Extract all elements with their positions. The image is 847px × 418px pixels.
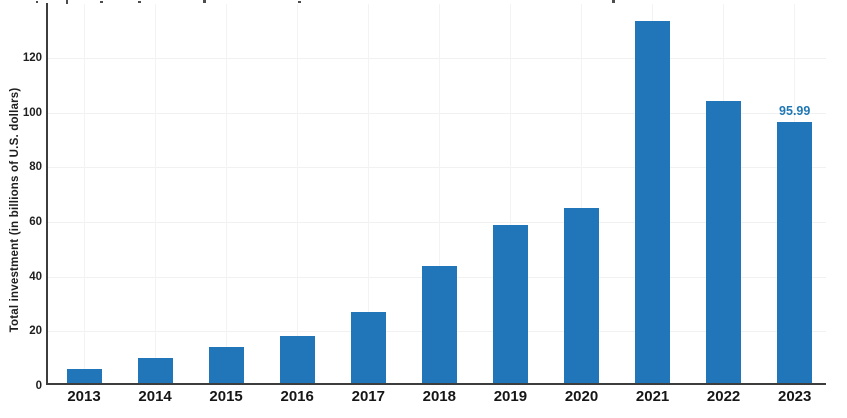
y-axis-title: Total investment (in billions of U.S. do…	[9, 87, 21, 333]
bar-2022	[706, 101, 742, 384]
bar-2023	[777, 122, 813, 384]
x-tick-label: 2013	[67, 388, 101, 405]
bar-2014	[137, 357, 173, 384]
clipped-title-fragment	[66, 0, 68, 4]
horizontal-gridline	[48, 112, 826, 114]
vertical-gridline	[581, 4, 582, 383]
y-tick-label: 80	[29, 161, 42, 174]
bar-2013	[66, 369, 102, 384]
bar-2016	[279, 336, 315, 384]
bar-2015	[208, 346, 244, 384]
y-tick-label: 120	[22, 52, 42, 65]
vertical-gridline	[296, 4, 298, 383]
bar-2017	[350, 311, 386, 384]
bar-2020	[564, 208, 599, 384]
vertical-gridline	[509, 4, 511, 383]
x-tick-label: 2020	[564, 388, 599, 405]
x-tick-label: 2015	[209, 388, 243, 405]
x-tick-label: 2023	[778, 388, 812, 405]
horizontal-gridline	[48, 167, 826, 169]
x-tick-label: 2021	[635, 388, 670, 405]
x-tick-label: 2014	[138, 388, 172, 405]
x-tick-label: 2019	[493, 388, 528, 405]
vertical-gridline	[154, 4, 156, 383]
y-tick-label: 40	[29, 270, 42, 283]
vertical-gridline	[438, 4, 440, 383]
bar-value-label: 95.99	[779, 104, 811, 118]
vertical-gridline	[83, 4, 85, 383]
vertical-gridline	[225, 4, 227, 383]
y-tick-label: 20	[29, 325, 42, 338]
clipped-title-fragment	[100, 1, 103, 3]
bar-2019	[492, 224, 528, 384]
x-tick-label: 2017	[351, 388, 385, 405]
clipped-title-fragment	[298, 1, 301, 3]
y-tick-label: 100	[22, 106, 42, 119]
x-axis-line	[46, 383, 826, 385]
y-tick-label: 60	[29, 215, 42, 228]
clipped-title-fragment	[36, 1, 38, 3]
x-tick-label: 2016	[280, 388, 314, 405]
bar-2021	[635, 21, 671, 384]
x-tick-label: 2022	[706, 388, 741, 405]
clipped-title-fragment	[203, 0, 206, 3]
vertical-gridline	[367, 4, 369, 383]
bar-2018	[421, 266, 457, 384]
x-tick-label: 2018	[422, 388, 456, 405]
clipped-title-fragment	[138, 1, 141, 3]
horizontal-gridline	[48, 58, 826, 60]
horizontal-gridline	[48, 221, 826, 223]
clipped-title-fragment	[612, 0, 615, 3]
y-tick-label: 0	[35, 379, 42, 392]
y-axis-line	[46, 3, 48, 385]
